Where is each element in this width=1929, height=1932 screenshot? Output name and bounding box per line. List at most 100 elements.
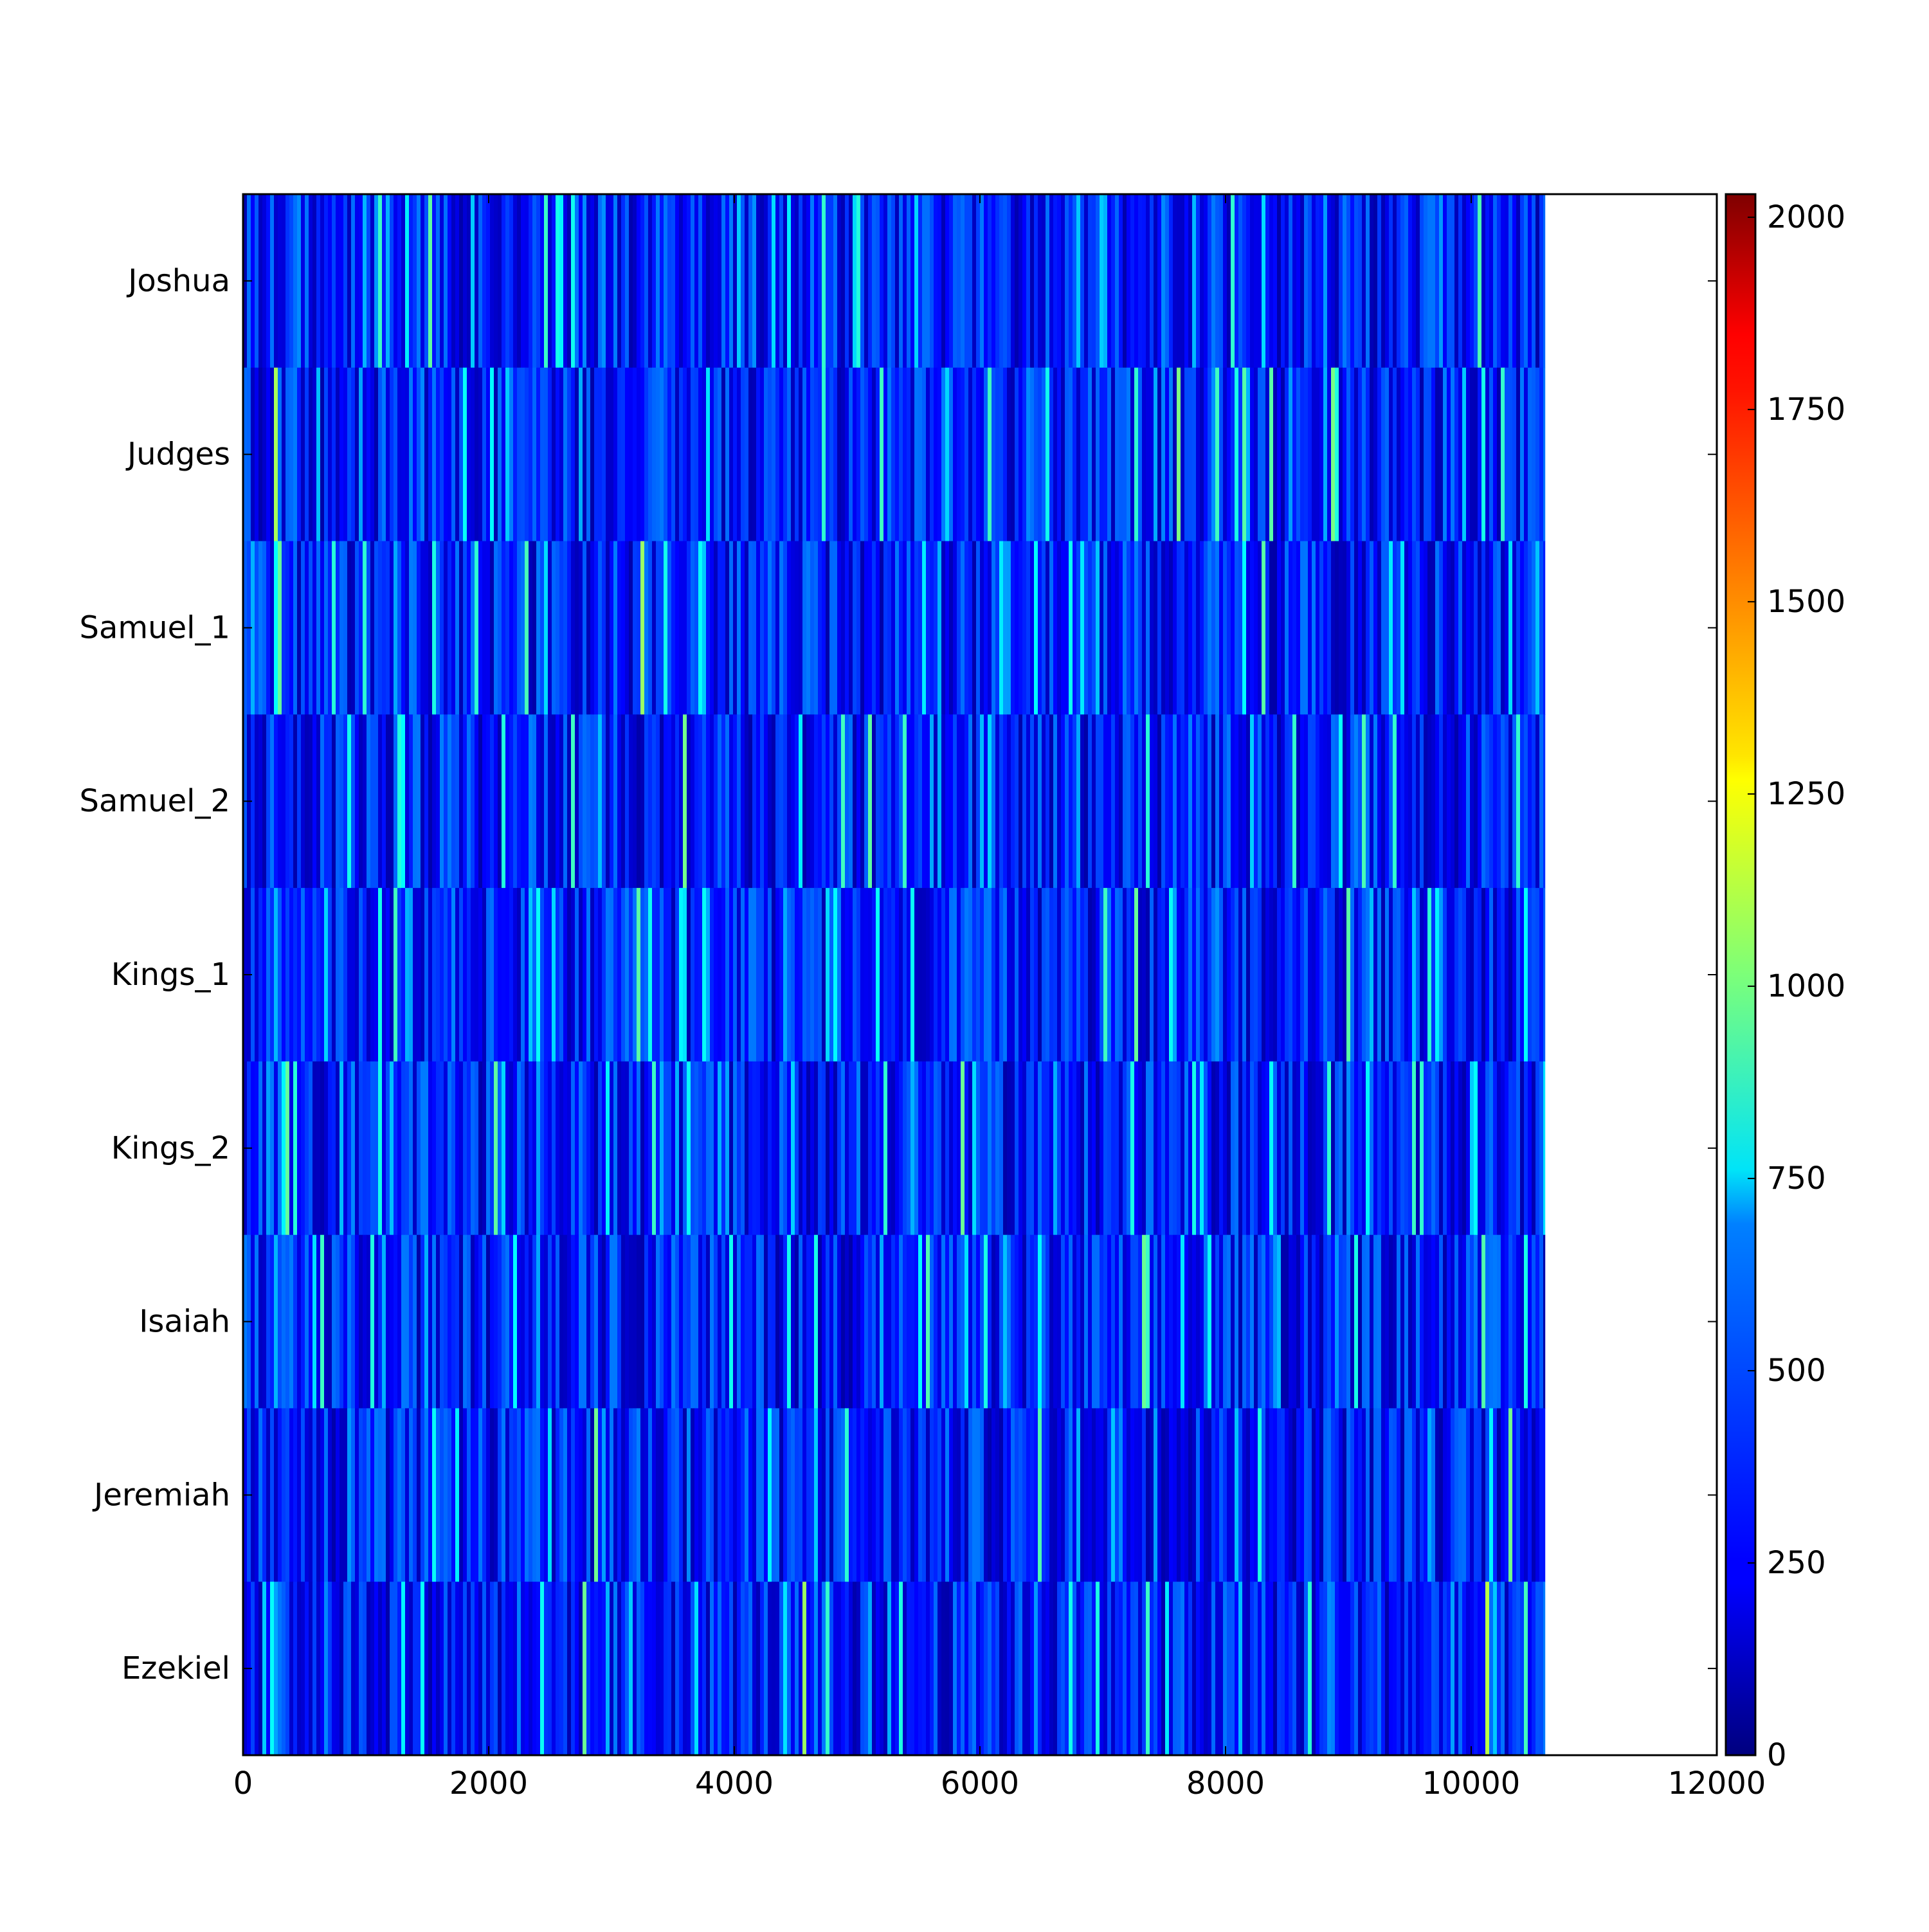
heatmap-cell (1115, 367, 1119, 542)
heatmap-cell (309, 1408, 313, 1582)
heatmap-cell (1331, 367, 1336, 542)
heatmap-cell (258, 1061, 263, 1236)
heatmap-cell (752, 1061, 757, 1236)
heatmap-cell (1231, 367, 1235, 542)
heatmap-cell (779, 1408, 784, 1582)
heatmap-cell (1192, 541, 1197, 715)
heatmap-cell (463, 714, 467, 889)
heatmap-cell (926, 367, 930, 542)
heatmap-cell (374, 367, 379, 542)
heatmap-cell (1238, 1582, 1243, 1756)
heatmap-cell (1096, 367, 1100, 542)
heatmap-cell (1427, 888, 1432, 1062)
heatmap-cell (1508, 367, 1513, 542)
y-axis: JoshuaJudgesSamuel_1Samuel_2Kings_1Kings… (80, 263, 1717, 1686)
heatmap-cell (752, 194, 757, 368)
heatmap-row-jeremiah (243, 1408, 1546, 1582)
heatmap-cell (980, 367, 984, 542)
heatmap-cell (1508, 888, 1513, 1062)
heatmap-cell (1381, 888, 1386, 1062)
heatmap-cell (1292, 714, 1297, 889)
heatmap-cell (1373, 194, 1378, 368)
heatmap-cell (664, 1234, 668, 1409)
heatmap-cell (471, 1061, 475, 1236)
heatmap-cell (1489, 1408, 1494, 1582)
heatmap-cell (1362, 714, 1366, 889)
heatmap-cell (1462, 367, 1467, 542)
heatmap-cell (725, 1582, 730, 1756)
heatmap-cell (1219, 1234, 1224, 1409)
heatmap-cell (424, 541, 429, 715)
heatmap-cell (278, 1061, 282, 1236)
heatmap-cell (718, 888, 722, 1062)
heatmap-cell (1231, 1234, 1235, 1409)
heatmap-cell (1246, 541, 1251, 715)
heatmap-cell (833, 1234, 838, 1409)
heatmap-cell (320, 1582, 325, 1756)
heatmap-cell (1420, 888, 1424, 1062)
heatmap-cell (1339, 888, 1343, 1062)
heatmap-cell (320, 888, 325, 1062)
y-tick-label-isaiah: Isaiah (139, 1304, 230, 1340)
heatmap-cell (926, 194, 930, 368)
heatmap-cell (1107, 367, 1112, 542)
heatmap-cell (1454, 541, 1459, 715)
heatmap-cell (864, 714, 869, 889)
heatmap-cell (984, 1582, 988, 1756)
heatmap-cell (656, 1582, 660, 1756)
heatmap-cell (1447, 194, 1451, 368)
heatmap-cell (1265, 1061, 1270, 1236)
heatmap-cell (436, 367, 440, 542)
heatmap-cell (282, 1582, 286, 1756)
heatmap-cell (517, 1408, 521, 1582)
heatmap-cell (1408, 1408, 1413, 1582)
heatmap-cell (837, 367, 842, 542)
heatmap-cell (849, 1582, 853, 1756)
heatmap-cell (463, 367, 467, 542)
heatmap-cell (976, 888, 981, 1062)
heatmap-cell (1458, 1061, 1463, 1236)
heatmap-cell (440, 1408, 444, 1582)
heatmap-cell (1026, 714, 1031, 889)
heatmap-cell (1146, 888, 1150, 1062)
heatmap-cell (853, 888, 857, 1062)
heatmap-cell (1408, 194, 1413, 368)
heatmap-cell (891, 1234, 896, 1409)
heatmap-cell (783, 194, 788, 368)
heatmap-cell (428, 194, 433, 368)
heatmap-cell (405, 1582, 410, 1756)
heatmap-cell (818, 714, 822, 889)
heatmap-cell (1142, 1234, 1146, 1409)
heatmap-cell (590, 194, 595, 368)
heatmap-cell (575, 1234, 579, 1409)
heatmap-cell (1331, 1061, 1336, 1236)
heatmap-cell (401, 1061, 406, 1236)
heatmap-cell (1169, 714, 1173, 889)
heatmap-cell (1015, 367, 1019, 542)
heatmap-cell (1416, 888, 1420, 1062)
heatmap-cell (1481, 541, 1486, 715)
heatmap-cell (428, 714, 433, 889)
heatmap-cell (1254, 1234, 1258, 1409)
heatmap-cell (1227, 541, 1231, 715)
heatmap-cell (459, 1582, 464, 1756)
heatmap-cell (1277, 367, 1281, 542)
heatmap-cell (1400, 714, 1405, 889)
heatmap-cell (1539, 714, 1544, 889)
heatmap-cell (367, 1408, 371, 1582)
heatmap-cell (1408, 888, 1413, 1062)
heatmap-cell (907, 1061, 911, 1236)
heatmap-cell (1381, 714, 1386, 889)
heatmap-cell (432, 1061, 437, 1236)
heatmap-cell (937, 194, 942, 368)
heatmap-cell (876, 1234, 880, 1409)
heatmap-cell (1215, 714, 1220, 889)
heatmap-cell (629, 888, 633, 1062)
heatmap-cell (494, 1408, 498, 1582)
heatmap-cell (1447, 1408, 1451, 1582)
heatmap-cell (1161, 367, 1166, 542)
heatmap-cell (285, 194, 290, 368)
heatmap-cell (1227, 1234, 1231, 1409)
heatmap-cell (262, 714, 267, 889)
heatmap-cell (1030, 367, 1035, 542)
